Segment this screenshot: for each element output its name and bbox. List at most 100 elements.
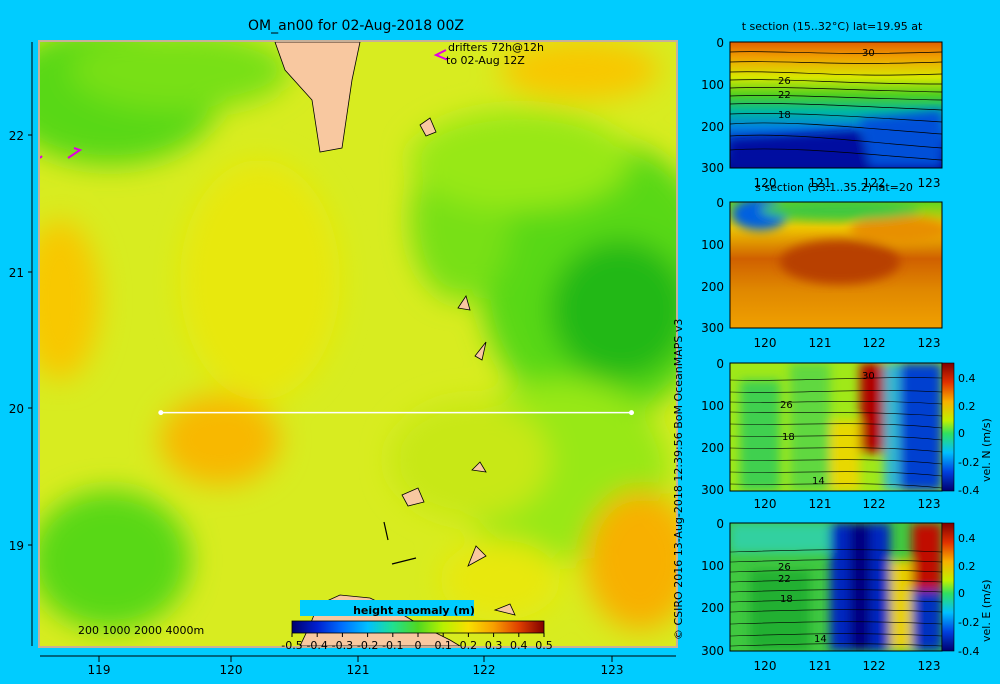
contour-label: 26 — [778, 76, 791, 87]
svg-text:121: 121 — [809, 497, 832, 511]
velocity-north-panel: 30 26 18 14 0 100 200 300 120 121 122 123 0.… — [701, 357, 993, 511]
svg-text:0: 0 — [716, 196, 724, 210]
svg-text:120: 120 — [754, 336, 777, 350]
colorbar-tick-label: 0.3 — [485, 639, 503, 652]
colorbar-gradient — [941, 522, 955, 652]
svg-text:0: 0 — [716, 357, 724, 371]
panel-y-axis: 0 100 200 300 — [701, 357, 724, 497]
svg-text:123: 123 — [918, 336, 941, 350]
height-anomaly-field — [40, 42, 676, 646]
map-x-axis: 119 120 121 122 123 — [40, 655, 676, 677]
island — [493, 603, 516, 616]
x-tick: 120 — [220, 656, 243, 677]
panel-x-axis: 120 121 122 123 — [754, 497, 941, 511]
contour-label: 30 — [862, 371, 875, 382]
svg-text:0: 0 — [958, 427, 965, 440]
y-tick: 20 — [9, 402, 32, 416]
colorbar-title: height anomaly (m) — [353, 604, 475, 617]
svg-text:100: 100 — [701, 238, 724, 252]
panel-x-axis: 120 121 122 123 — [754, 176, 941, 190]
svg-text:0.2: 0.2 — [958, 400, 976, 413]
section-end-marker — [628, 410, 634, 416]
colorbar-label: vel. E (m/s) — [980, 579, 993, 642]
island — [383, 521, 389, 541]
svg-text:20: 20 — [9, 402, 24, 416]
drifters-label: to 02-Aug 12Z — [446, 54, 525, 67]
colorbar-ticks: -0.5 -0.4 -0.3 -0.2 -0.1 0 0.1 0.2 0.3 0.4 0.5 — [281, 633, 553, 652]
colorbar-ticks: 0.4 0.2 0 -0.2 -0.4 — [958, 372, 979, 497]
svg-text:121: 121 — [347, 663, 370, 677]
x-tick: 121 — [347, 656, 370, 677]
svg-text:0.2: 0.2 — [958, 560, 976, 573]
panel-y-axis: 0 100 200 300 — [701, 36, 724, 175]
y-tick: 22 — [9, 129, 32, 143]
svg-text:200: 200 — [701, 280, 724, 294]
colorbar-tick-label: 0 — [415, 639, 422, 652]
svg-text:122: 122 — [863, 497, 886, 511]
svg-text:0: 0 — [716, 36, 724, 50]
contour-label: 14 — [812, 476, 825, 487]
island — [474, 341, 487, 361]
panel-title: s section (33.1..35.2) lat=20 — [755, 181, 913, 194]
colorbar-tick-label: -0.4 — [306, 639, 327, 652]
svg-text:100: 100 — [701, 78, 724, 92]
depth-legend: 200 1000 2000 4000m — [78, 624, 204, 637]
svg-text:120: 120 — [754, 659, 777, 673]
svg-text:120: 120 — [754, 176, 777, 190]
x-tick: 119 — [88, 656, 110, 677]
colorbar-label: vel. N (m/s) — [980, 418, 993, 482]
svg-text:-0.4: -0.4 — [958, 645, 979, 658]
colorbar-tick-label: 0.1 — [434, 639, 452, 652]
svg-text:100: 100 — [701, 559, 724, 573]
copyright-text: © CSIRO 2016 13-Aug-2018 12:39:56 BoM Oc… — [672, 318, 685, 640]
svg-text:0: 0 — [716, 517, 724, 531]
svg-text:120: 120 — [220, 663, 243, 677]
svg-text:300: 300 — [701, 644, 724, 658]
island — [471, 461, 487, 473]
y-tick: 21 — [9, 266, 32, 280]
colorbar-tick-label: -0.5 — [281, 639, 302, 652]
colorbar-gradient — [291, 620, 545, 634]
contour-label: 22 — [778, 90, 791, 101]
colorbar-tick-label: -0.3 — [332, 639, 353, 652]
island — [467, 545, 487, 567]
drifters-label: drifters 72h@12h — [448, 41, 544, 54]
section-start-marker — [158, 410, 164, 416]
island — [457, 295, 471, 311]
svg-text:22: 22 — [9, 129, 24, 143]
colorbar-gradient — [941, 362, 955, 492]
x-tick: 122 — [473, 656, 496, 677]
svg-text:121: 121 — [809, 176, 832, 190]
svg-text:200: 200 — [701, 441, 724, 455]
svg-text:200: 200 — [701, 601, 724, 615]
svg-text:123: 123 — [918, 176, 941, 190]
svg-text:122: 122 — [473, 663, 496, 677]
contour-label: 26 — [780, 400, 793, 411]
svg-text:121: 121 — [809, 336, 832, 350]
svg-text:123: 123 — [601, 663, 624, 677]
island — [391, 557, 417, 565]
contour-label: 14 — [814, 634, 827, 645]
panel-x-axis: 120 121 122 123 — [754, 336, 941, 350]
island — [401, 487, 425, 507]
colorbar-tick-label: 0.4 — [510, 639, 528, 652]
y-tick: 19 — [9, 539, 32, 553]
contour-label: 26 — [778, 562, 791, 573]
map-y-axis: 22 21 20 19 — [9, 42, 33, 646]
svg-text:300: 300 — [701, 321, 724, 335]
contour-label: 30 — [862, 48, 875, 59]
svg-text:0.4: 0.4 — [958, 532, 976, 545]
svg-text:121: 121 — [809, 659, 832, 673]
svg-text:120: 120 — [754, 497, 777, 511]
svg-text:0: 0 — [958, 587, 965, 600]
panel-x-axis: 120 121 122 123 — [754, 659, 941, 673]
svg-text:-0.2: -0.2 — [958, 616, 979, 629]
contour-label: 18 — [778, 110, 791, 121]
panel-y-axis: 0 100 200 300 — [701, 517, 724, 658]
drifter-track — [433, 49, 449, 61]
svg-text:123: 123 — [918, 659, 941, 673]
colorbar-tick-label: 0.2 — [460, 639, 478, 652]
svg-text:200: 200 — [701, 120, 724, 134]
velocity-east-panel: 26 22 18 14 0 100 200 300 120 121 122 123 0.… — [701, 517, 993, 673]
